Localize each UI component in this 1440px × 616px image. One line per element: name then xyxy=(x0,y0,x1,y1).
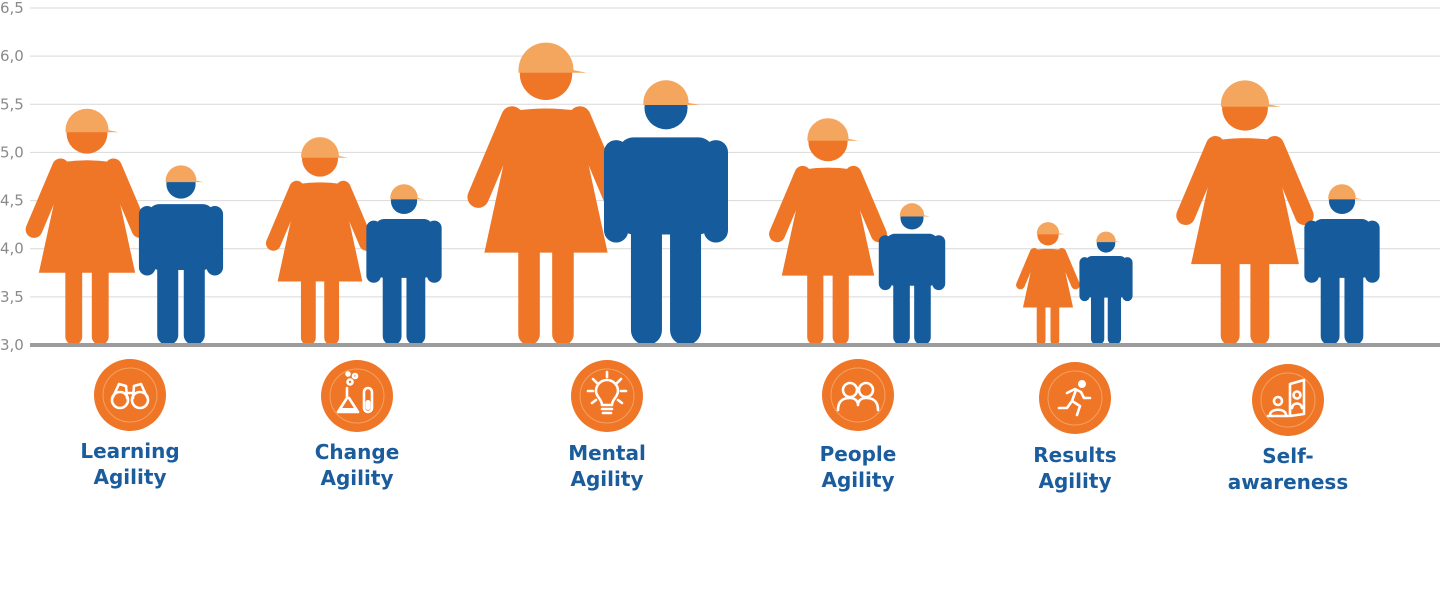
y-tick-label: 6,5 xyxy=(0,0,24,17)
hard-hat-icon xyxy=(518,42,587,73)
mirror-icon xyxy=(1252,364,1324,436)
binoculars-icon xyxy=(94,359,166,431)
male-figure xyxy=(1304,184,1380,345)
female-figure xyxy=(1016,222,1080,345)
hard-hat-icon xyxy=(899,203,930,217)
flask-icon xyxy=(321,360,393,432)
male-figure xyxy=(366,184,442,345)
hard-hat-icon xyxy=(65,108,119,133)
running-icon xyxy=(1039,362,1111,434)
y-tick-label: 3,5 xyxy=(0,288,24,306)
category-icons xyxy=(94,359,1324,436)
hard-hat-icon xyxy=(301,137,348,158)
category-label-line1: People xyxy=(820,442,897,466)
female-figure xyxy=(467,42,625,345)
category-labels: LearningAgilityChangeAgilityMentalAgilit… xyxy=(80,439,1348,494)
hard-hat-icon xyxy=(807,118,859,141)
category-label-line2: awareness xyxy=(1228,470,1349,494)
hard-hat-icon xyxy=(1036,222,1065,235)
people-icon xyxy=(822,359,894,431)
y-tick-label: 4,0 xyxy=(0,240,24,258)
female-figure xyxy=(265,137,375,345)
category-label-line2: Agility xyxy=(1039,469,1112,493)
y-tick-label: 5,5 xyxy=(0,95,24,113)
female-figure xyxy=(1176,80,1314,345)
figures xyxy=(25,42,1380,345)
male-figure xyxy=(878,203,946,345)
hard-hat-icon xyxy=(165,165,204,183)
female-figure xyxy=(769,118,887,345)
category-label-line1: Results xyxy=(1033,443,1116,467)
y-tick-label: 4,5 xyxy=(0,192,24,210)
category-label-line2: Agility xyxy=(571,467,644,491)
y-tick-label: 6,0 xyxy=(0,47,24,65)
category-label-line1: Change xyxy=(315,440,400,464)
male-figure xyxy=(138,165,224,345)
male-figure xyxy=(603,80,729,345)
male-figure xyxy=(1079,231,1133,345)
y-tick-label: 5,0 xyxy=(0,143,24,161)
category-label-line2: Agility xyxy=(321,466,394,490)
gridlines xyxy=(30,7,1440,298)
y-tick-label: 3,0 xyxy=(0,336,24,354)
female-figure xyxy=(25,108,149,345)
category-label: Self-awareness xyxy=(1228,444,1349,494)
lightbulb-icon xyxy=(571,360,643,432)
hard-hat-icon xyxy=(1096,231,1121,243)
hard-hat-icon xyxy=(643,80,700,106)
hard-hat-icon xyxy=(1220,80,1281,107)
category-label-line1: Self- xyxy=(1262,444,1313,468)
hard-hat-icon xyxy=(390,184,425,200)
category-label-line2: Agility xyxy=(822,468,895,492)
hard-hat-icon xyxy=(1328,184,1363,200)
category-label-line1: Learning xyxy=(80,439,179,463)
category-label-line2: Agility xyxy=(94,465,167,489)
category-label-line1: Mental xyxy=(568,441,646,465)
y-axis-ticks: 3,0 3,5 4,0 4,5 5,0 5,5 6,0 6,5 xyxy=(0,0,24,354)
